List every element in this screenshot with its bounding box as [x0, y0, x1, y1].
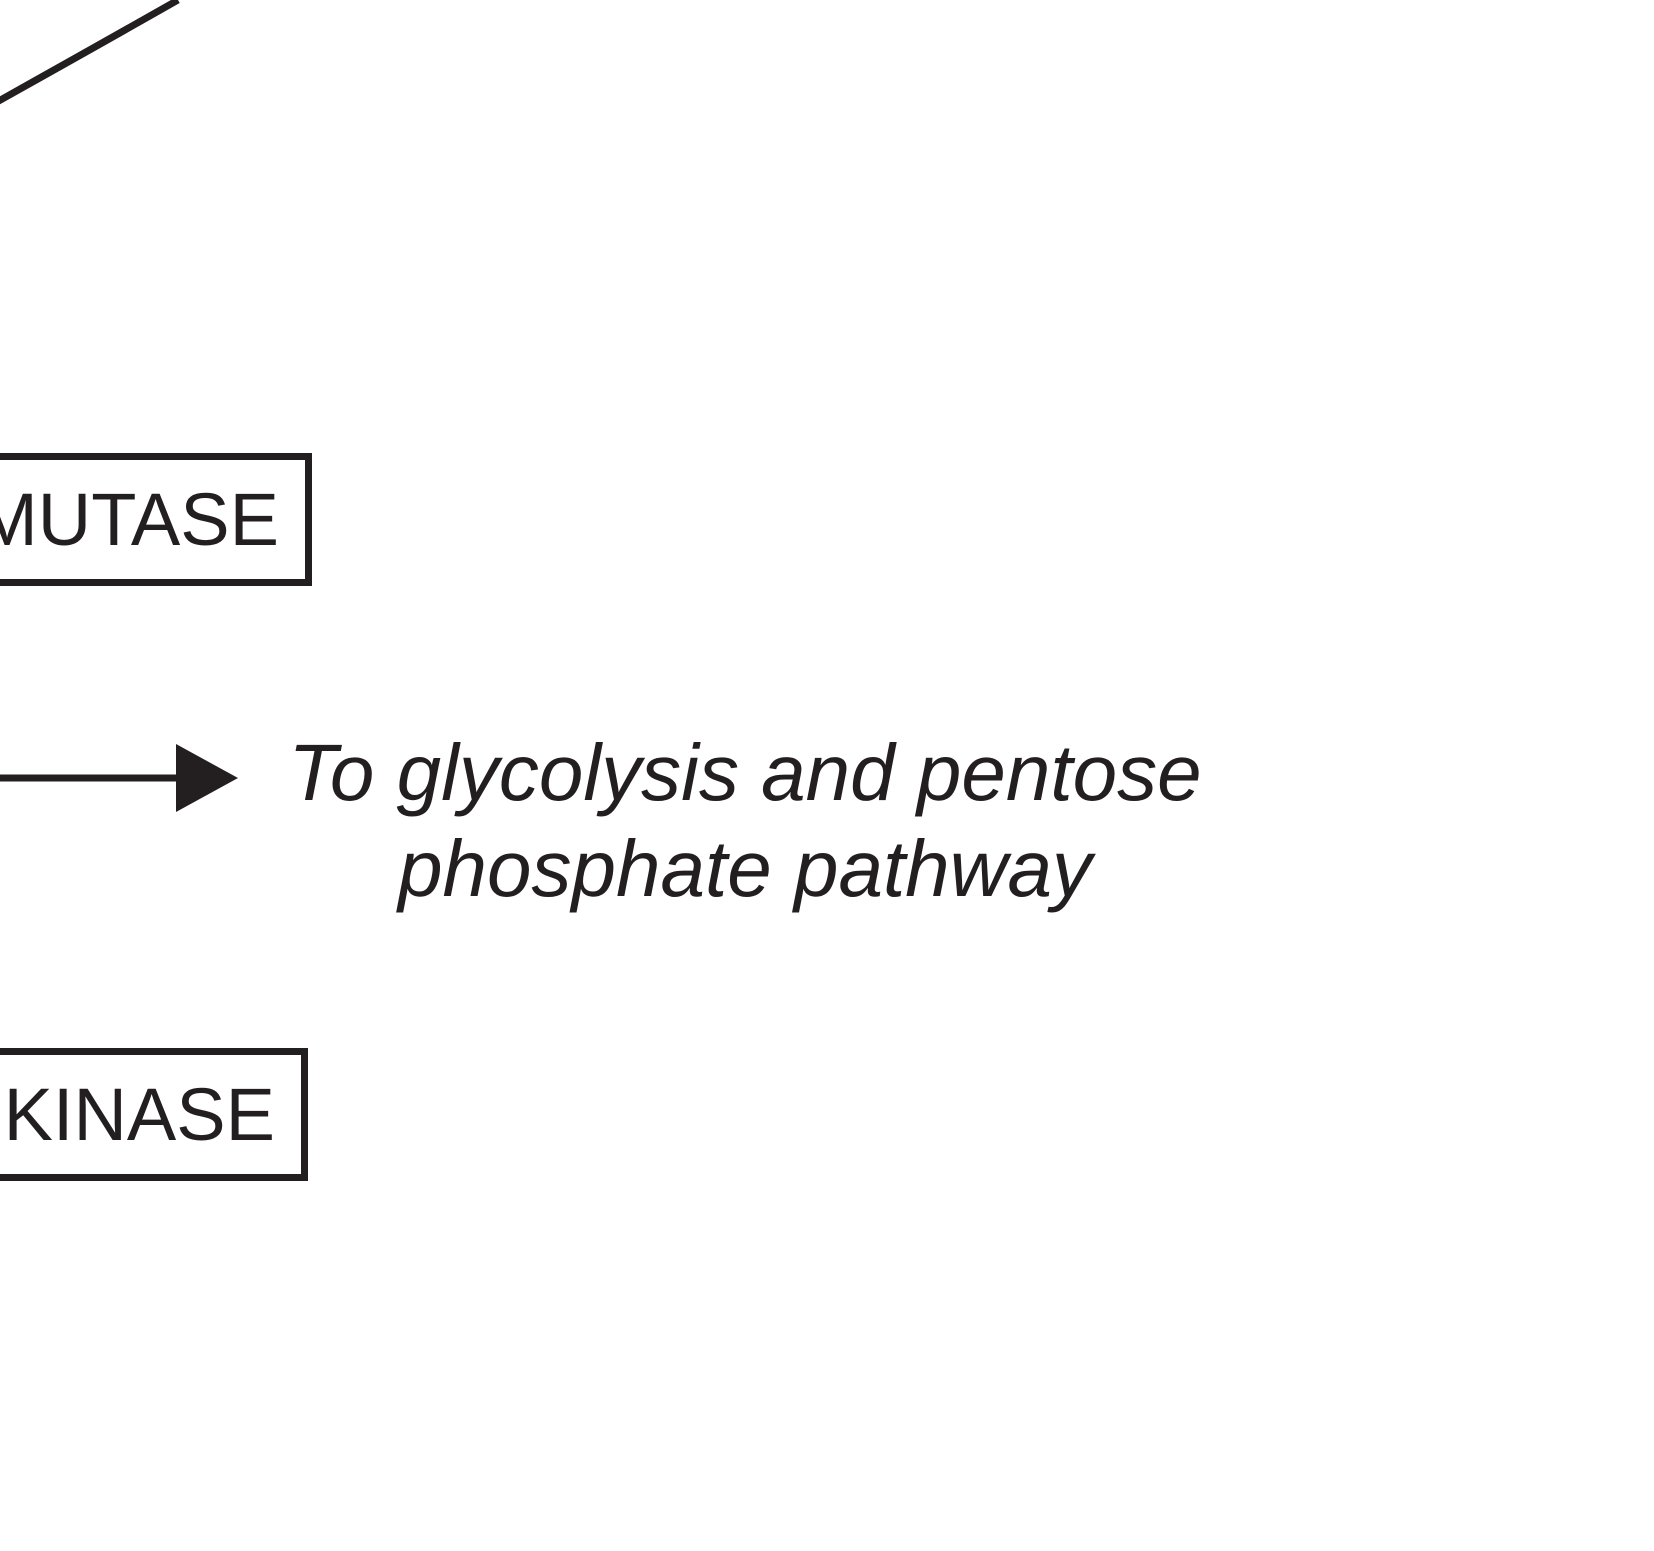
destination-line-1: To glycolysis and pentose [288, 728, 1202, 817]
destination-line-2: phosphate pathway [398, 824, 1092, 913]
kinase-enzyme-box: KINASE [0, 1048, 308, 1181]
mutase-enzyme-box: MUTASE [0, 453, 312, 586]
curved-arrow-segment [0, 0, 180, 105]
arrowhead-right-icon [176, 744, 238, 812]
destination-annotation: To glycolysis and pentose phosphate path… [245, 725, 1245, 917]
mutase-label: MUTASE [0, 477, 279, 561]
kinase-label: KINASE [3, 1072, 275, 1156]
